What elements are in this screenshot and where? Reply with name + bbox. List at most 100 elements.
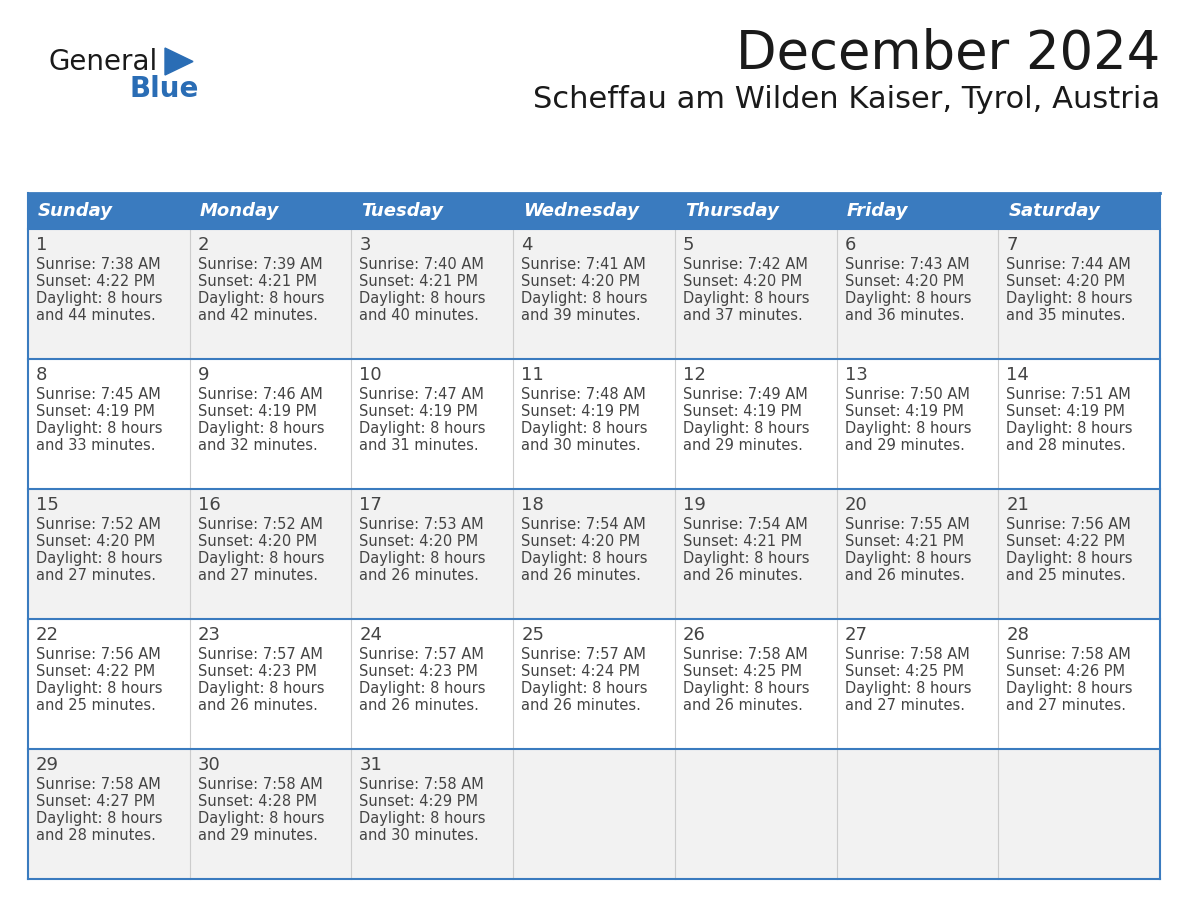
Text: Sunrise: 7:43 AM: Sunrise: 7:43 AM bbox=[845, 257, 969, 272]
Text: Sunrise: 7:38 AM: Sunrise: 7:38 AM bbox=[36, 257, 160, 272]
Text: and 30 minutes.: and 30 minutes. bbox=[360, 828, 479, 843]
Text: Sunset: 4:24 PM: Sunset: 4:24 PM bbox=[522, 664, 640, 679]
Text: Sunrise: 7:58 AM: Sunrise: 7:58 AM bbox=[36, 777, 160, 792]
Text: Daylight: 8 hours: Daylight: 8 hours bbox=[360, 291, 486, 306]
Text: Daylight: 8 hours: Daylight: 8 hours bbox=[683, 551, 809, 566]
Text: Sunrise: 7:58 AM: Sunrise: 7:58 AM bbox=[197, 777, 322, 792]
Text: Sunset: 4:20 PM: Sunset: 4:20 PM bbox=[197, 534, 317, 549]
Text: 23: 23 bbox=[197, 626, 221, 644]
Text: Sunset: 4:21 PM: Sunset: 4:21 PM bbox=[197, 274, 317, 289]
Bar bbox=[29, 229, 1159, 359]
Text: and 26 minutes.: and 26 minutes. bbox=[360, 698, 479, 713]
Text: Daylight: 8 hours: Daylight: 8 hours bbox=[360, 421, 486, 436]
Bar bbox=[29, 359, 1159, 489]
Text: 31: 31 bbox=[360, 756, 383, 774]
Text: Daylight: 8 hours: Daylight: 8 hours bbox=[36, 291, 163, 306]
Text: Sunrise: 7:56 AM: Sunrise: 7:56 AM bbox=[36, 647, 160, 662]
Text: and 28 minutes.: and 28 minutes. bbox=[36, 828, 156, 843]
Text: and 28 minutes.: and 28 minutes. bbox=[1006, 438, 1126, 453]
Text: and 25 minutes.: and 25 minutes. bbox=[1006, 568, 1126, 583]
Text: 20: 20 bbox=[845, 496, 867, 514]
Text: General: General bbox=[48, 48, 157, 76]
Text: and 35 minutes.: and 35 minutes. bbox=[1006, 308, 1126, 323]
Text: and 27 minutes.: and 27 minutes. bbox=[845, 698, 965, 713]
Text: Sunrise: 7:47 AM: Sunrise: 7:47 AM bbox=[360, 387, 485, 402]
Text: 1: 1 bbox=[36, 236, 48, 254]
Text: Sunrise: 7:54 AM: Sunrise: 7:54 AM bbox=[522, 517, 646, 532]
Text: and 42 minutes.: and 42 minutes. bbox=[197, 308, 317, 323]
Text: Sunrise: 7:54 AM: Sunrise: 7:54 AM bbox=[683, 517, 808, 532]
Text: Daylight: 8 hours: Daylight: 8 hours bbox=[683, 681, 809, 696]
Text: Daylight: 8 hours: Daylight: 8 hours bbox=[197, 421, 324, 436]
Text: Sunrise: 7:52 AM: Sunrise: 7:52 AM bbox=[197, 517, 323, 532]
Text: and 26 minutes.: and 26 minutes. bbox=[683, 568, 803, 583]
Text: Daylight: 8 hours: Daylight: 8 hours bbox=[522, 291, 647, 306]
Text: Daylight: 8 hours: Daylight: 8 hours bbox=[1006, 551, 1133, 566]
Text: Daylight: 8 hours: Daylight: 8 hours bbox=[845, 421, 971, 436]
Text: and 31 minutes.: and 31 minutes. bbox=[360, 438, 479, 453]
Text: Sunrise: 7:55 AM: Sunrise: 7:55 AM bbox=[845, 517, 969, 532]
Text: and 39 minutes.: and 39 minutes. bbox=[522, 308, 640, 323]
Text: 8: 8 bbox=[36, 366, 48, 384]
Text: Sunset: 4:19 PM: Sunset: 4:19 PM bbox=[360, 404, 479, 419]
Text: and 36 minutes.: and 36 minutes. bbox=[845, 308, 965, 323]
Text: 30: 30 bbox=[197, 756, 221, 774]
Text: Sunday: Sunday bbox=[38, 202, 113, 220]
Text: and 26 minutes.: and 26 minutes. bbox=[683, 698, 803, 713]
Text: Sunrise: 7:45 AM: Sunrise: 7:45 AM bbox=[36, 387, 160, 402]
Text: Sunset: 4:27 PM: Sunset: 4:27 PM bbox=[36, 794, 156, 809]
Text: Sunrise: 7:39 AM: Sunrise: 7:39 AM bbox=[197, 257, 322, 272]
Text: Daylight: 8 hours: Daylight: 8 hours bbox=[522, 421, 647, 436]
Text: 13: 13 bbox=[845, 366, 867, 384]
Text: Daylight: 8 hours: Daylight: 8 hours bbox=[197, 811, 324, 826]
Text: Daylight: 8 hours: Daylight: 8 hours bbox=[36, 681, 163, 696]
Text: Sunset: 4:19 PM: Sunset: 4:19 PM bbox=[522, 404, 640, 419]
Text: Sunrise: 7:44 AM: Sunrise: 7:44 AM bbox=[1006, 257, 1131, 272]
Text: Sunset: 4:20 PM: Sunset: 4:20 PM bbox=[522, 534, 640, 549]
Text: 4: 4 bbox=[522, 236, 532, 254]
Text: Thursday: Thursday bbox=[684, 202, 778, 220]
Text: Daylight: 8 hours: Daylight: 8 hours bbox=[360, 551, 486, 566]
Text: Sunset: 4:19 PM: Sunset: 4:19 PM bbox=[36, 404, 154, 419]
Text: 9: 9 bbox=[197, 366, 209, 384]
Text: Sunrise: 7:40 AM: Sunrise: 7:40 AM bbox=[360, 257, 485, 272]
Text: Sunset: 4:20 PM: Sunset: 4:20 PM bbox=[1006, 274, 1125, 289]
Text: Daylight: 8 hours: Daylight: 8 hours bbox=[1006, 681, 1133, 696]
Text: Sunset: 4:21 PM: Sunset: 4:21 PM bbox=[360, 274, 479, 289]
Text: Sunrise: 7:50 AM: Sunrise: 7:50 AM bbox=[845, 387, 969, 402]
Text: Sunset: 4:26 PM: Sunset: 4:26 PM bbox=[1006, 664, 1125, 679]
Text: Sunrise: 7:53 AM: Sunrise: 7:53 AM bbox=[360, 517, 484, 532]
Text: Sunset: 4:20 PM: Sunset: 4:20 PM bbox=[36, 534, 156, 549]
Text: Sunrise: 7:46 AM: Sunrise: 7:46 AM bbox=[197, 387, 322, 402]
Text: Sunrise: 7:58 AM: Sunrise: 7:58 AM bbox=[845, 647, 969, 662]
Text: and 29 minutes.: and 29 minutes. bbox=[683, 438, 803, 453]
Text: Sunrise: 7:42 AM: Sunrise: 7:42 AM bbox=[683, 257, 808, 272]
Text: Tuesday: Tuesday bbox=[361, 202, 443, 220]
Text: Sunrise: 7:57 AM: Sunrise: 7:57 AM bbox=[360, 647, 485, 662]
Text: Sunset: 4:20 PM: Sunset: 4:20 PM bbox=[522, 274, 640, 289]
Text: Sunrise: 7:49 AM: Sunrise: 7:49 AM bbox=[683, 387, 808, 402]
Text: 7: 7 bbox=[1006, 236, 1018, 254]
Text: 12: 12 bbox=[683, 366, 706, 384]
Text: and 33 minutes.: and 33 minutes. bbox=[36, 438, 156, 453]
Text: Daylight: 8 hours: Daylight: 8 hours bbox=[845, 291, 971, 306]
Text: Scheffau am Wilden Kaiser, Tyrol, Austria: Scheffau am Wilden Kaiser, Tyrol, Austri… bbox=[533, 85, 1159, 114]
Text: Sunrise: 7:58 AM: Sunrise: 7:58 AM bbox=[683, 647, 808, 662]
Text: 5: 5 bbox=[683, 236, 694, 254]
Text: Saturday: Saturday bbox=[1009, 202, 1100, 220]
Text: Sunrise: 7:51 AM: Sunrise: 7:51 AM bbox=[1006, 387, 1131, 402]
Text: Daylight: 8 hours: Daylight: 8 hours bbox=[522, 681, 647, 696]
Text: Daylight: 8 hours: Daylight: 8 hours bbox=[522, 551, 647, 566]
Text: Sunrise: 7:58 AM: Sunrise: 7:58 AM bbox=[1006, 647, 1131, 662]
Text: 14: 14 bbox=[1006, 366, 1029, 384]
Text: 29: 29 bbox=[36, 756, 59, 774]
Text: 22: 22 bbox=[36, 626, 59, 644]
Text: Daylight: 8 hours: Daylight: 8 hours bbox=[36, 421, 163, 436]
Text: and 27 minutes.: and 27 minutes. bbox=[36, 568, 156, 583]
Text: Daylight: 8 hours: Daylight: 8 hours bbox=[360, 681, 486, 696]
Text: 25: 25 bbox=[522, 626, 544, 644]
Text: Daylight: 8 hours: Daylight: 8 hours bbox=[197, 291, 324, 306]
Text: Sunset: 4:28 PM: Sunset: 4:28 PM bbox=[197, 794, 317, 809]
Text: and 26 minutes.: and 26 minutes. bbox=[360, 568, 479, 583]
Text: 11: 11 bbox=[522, 366, 544, 384]
